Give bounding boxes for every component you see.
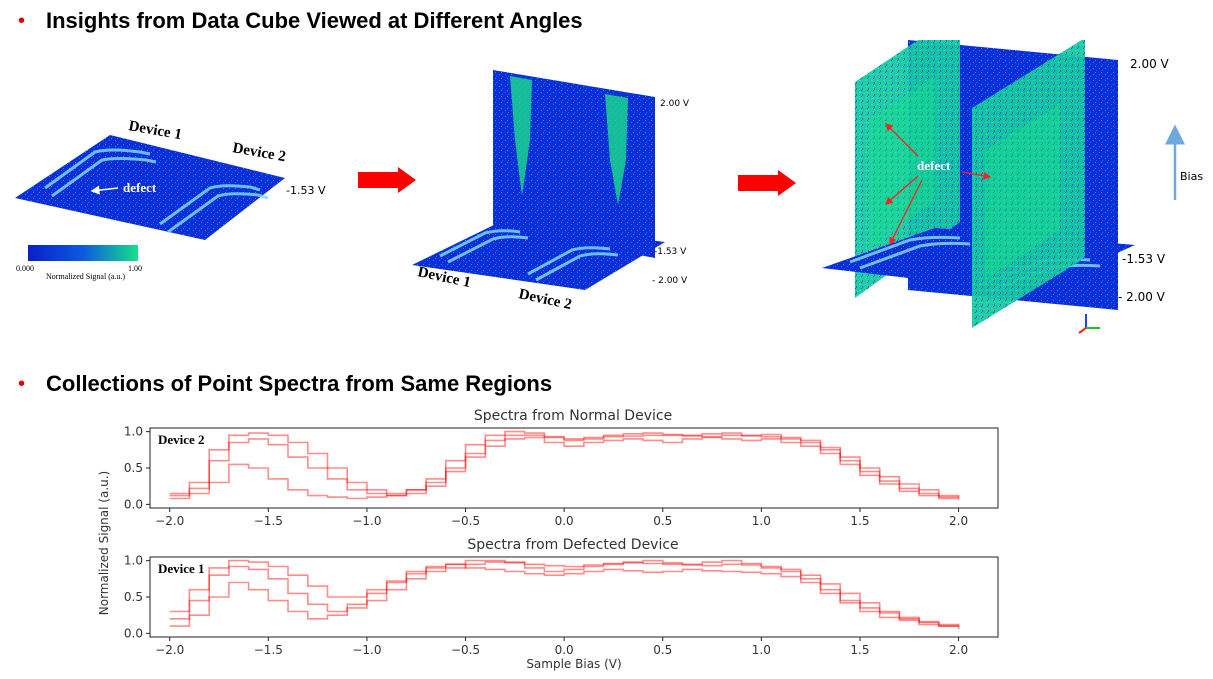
transition-arrow-icon (358, 167, 416, 193)
defect-label: defect (917, 158, 951, 173)
x-tick-label: 0.0 (555, 514, 574, 528)
orientation-triad-icon (1078, 314, 1100, 334)
device-traces (44, 148, 269, 234)
device-label: Device 2 (158, 432, 205, 447)
top-bias-label: 2.00 V (1130, 57, 1170, 71)
y-tick-label: 0.5 (124, 461, 143, 475)
defect-arrow-icon (885, 175, 919, 205)
y-tick-label: 0.0 (124, 497, 143, 511)
defect-arrow-icon (961, 171, 992, 180)
x-axis: −2.0 −1.5 −1.0 −0.5 0.0 0.5 1.0 1.5 2.0 (155, 508, 968, 528)
x-tick-label: 0.0 (555, 643, 574, 657)
x-axis-label: Sample Bias (V) (526, 657, 621, 671)
y-tick-label: 0.0 (124, 626, 143, 640)
x-tick-label: −1.0 (352, 514, 381, 528)
chart-title: Spectra from Normal Device (474, 408, 672, 424)
x-tick-label: −1.5 (254, 514, 283, 528)
x-tick-label: −2.0 (155, 514, 184, 528)
y-axis-label: Normalized Signal (a.u.) (97, 471, 111, 616)
x-axis: −2.0 −1.5 −1.0 −0.5 0.0 0.5 1.0 1.5 2.0 (155, 637, 968, 657)
low-bias-label: - 2.00 V (1118, 290, 1166, 304)
spectrum-line-2 (169, 430, 960, 500)
top-bias-label: 2.00 V (660, 99, 690, 109)
low-bias-label: - 2.00 V (652, 276, 688, 286)
spectrum-line-1 (169, 434, 960, 499)
defect-label: defect (123, 180, 157, 195)
bias-axis-label: Bias (1180, 170, 1203, 183)
device-label: Device 1 (158, 561, 205, 576)
mid-bias-label: -1.53 V (1122, 252, 1166, 266)
colorbar-label: Normalized Signal (a.u.) (46, 272, 125, 281)
y-axis: 0.0 0.5 1.0 (124, 425, 150, 511)
x-tick-label: −2.0 (155, 643, 184, 657)
y-tick-label: 1.0 (124, 425, 143, 439)
plot-frame (149, 427, 999, 509)
x-tick-label: 2.0 (949, 643, 968, 657)
spectrum-line-3 (169, 432, 960, 500)
colorbar: 0.000 1.00 Normalized Signal (a.u.) (16, 245, 142, 281)
defect-arrow-icon (885, 123, 919, 157)
x-tick-label: 1.5 (850, 514, 869, 528)
y-tick-label: 0.5 (124, 590, 143, 604)
normal-device-chart: Spectra from Normal Device −2.0 −1.5 −1.0−… (124, 408, 999, 528)
bullet-icon: • (18, 372, 26, 395)
bullet-icon: • (18, 9, 26, 32)
device-traces (439, 229, 619, 282)
cube-view-multi-plane: defect 2.00 V -1.53 V - 2.00 V Bias (822, 40, 1203, 334)
section-title-1: Insights from Data Cube Viewed at Differ… (46, 8, 583, 33)
section-title-2: Collections of Point Spectra from Same R… (46, 371, 553, 396)
x-tick-label: 0.5 (653, 643, 672, 657)
spectrum-line-1 (169, 561, 960, 627)
x-tick-label: −1.0 (352, 643, 381, 657)
chart-title: Spectra from Defected Device (467, 537, 678, 553)
colorbar-min: 0.000 (16, 264, 34, 273)
y-tick-label: 1.0 (124, 554, 143, 568)
y-axis: 0.0 0.5 1.0 (124, 554, 150, 640)
section-heading-1: • Insights from Data Cube Viewed at Diff… (18, 8, 583, 34)
transition-arrow-icon (738, 170, 796, 196)
x-tick-label: 1.5 (850, 643, 869, 657)
x-tick-label: −1.5 (254, 643, 283, 657)
x-tick-label: −0.5 (451, 643, 480, 657)
colorbar-max: 1.00 (128, 264, 142, 273)
series-lines (169, 559, 960, 629)
x-tick-label: 2.0 (949, 514, 968, 528)
defect-arrows (885, 123, 992, 246)
section-heading-2: • Collections of Point Spectra from Same… (18, 371, 552, 397)
data-cube-illustrations: Device 1 Device 2 defect -1.53 V 0.000 1… (15, 40, 1203, 334)
bias-label: -1.53 V (286, 184, 326, 197)
x-tick-label: −0.5 (451, 514, 480, 528)
plot-frame (149, 556, 999, 638)
colorbar-gradient (28, 245, 138, 261)
mid-bias-label: -1.53 V (654, 247, 687, 257)
defect-arrow-icon (90, 185, 119, 195)
defected-device-chart: Spectra from Defected Device −2.0 −1.5 −1.… (124, 537, 999, 671)
spectrum-line-2 (169, 559, 960, 628)
x-tick-label: 0.5 (653, 514, 672, 528)
series-lines (169, 430, 960, 500)
x-tick-label: 1.0 (752, 514, 771, 528)
x-tick-label: 1.0 (752, 643, 771, 657)
spectrum-line-3 (169, 559, 960, 629)
right-vertical-plane (972, 40, 1085, 328)
defect-arrow-icon (889, 179, 923, 246)
